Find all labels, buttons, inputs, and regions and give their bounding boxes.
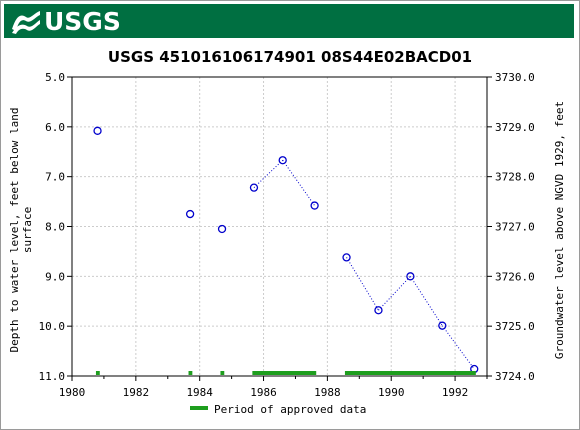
approved-period-bar [252, 371, 317, 375]
y-left-tick-label: 8.0 [45, 221, 65, 234]
y-left-tick-label: 5.0 [45, 71, 65, 84]
plot-area: 1980 1982 1984 1986 1988 1990 1992 5.0 6.0 7.0 8.0… [39, 71, 535, 399]
data-point [217, 224, 227, 234]
legend-label: Period of approved data [214, 403, 366, 416]
data-point [374, 306, 383, 315]
usgs-banner: USGS [4, 4, 574, 38]
x-tick-label: 1984 [186, 386, 213, 399]
usgs-logo[interactable]: USGS [10, 6, 121, 36]
chart-title: USGS 451016106174901 08S44E02BACD01 [108, 48, 472, 66]
legend-swatch [190, 406, 208, 410]
y-left-tick-label: 7.0 [45, 171, 65, 184]
y-left-axis-label-line1: Depth to water level, feet below land [8, 107, 21, 352]
approved-period-bar [344, 371, 476, 375]
data-point [310, 201, 319, 210]
series-line-segment [253, 159, 284, 188]
approved-period-bar [188, 371, 193, 375]
y-left-tick-label: 10.0 [39, 320, 66, 333]
usgs-logo-text: USGS [44, 6, 121, 36]
y-left-tick-label: 6.0 [45, 121, 65, 134]
data-point [406, 272, 415, 281]
y-left-tick-label: 9.0 [45, 270, 65, 283]
data-point [93, 126, 102, 135]
data-point [278, 156, 287, 165]
data-point [185, 209, 195, 219]
series-line-segment [282, 159, 316, 206]
approved-period-bar [220, 371, 225, 375]
usgs-wave-icon [12, 11, 40, 34]
x-tick-label: 1986 [250, 386, 277, 399]
y-right-tick-label: 3727.0 [495, 221, 535, 234]
series-line-segment [346, 257, 379, 311]
x-tick-label: 1982 [123, 386, 150, 399]
series-line-segment [409, 276, 443, 326]
y-right-tick-label: 3729.0 [495, 121, 535, 134]
data-point [438, 321, 447, 330]
y-right-tick-label: 3724.0 [495, 370, 535, 383]
x-tick-label: 1992 [442, 386, 469, 399]
y-left-axis-label-line2: surface [21, 207, 34, 253]
x-tick-label: 1980 [59, 386, 86, 399]
y-right-tick-label: 3730.0 [495, 71, 535, 84]
legend: Period of approved data [190, 403, 366, 416]
y-right-axis-label: Groundwater level above NGVD 1929, feet [553, 101, 566, 359]
y-right-tick-label: 3725.0 [495, 320, 535, 333]
x-tick-label: 1988 [314, 386, 341, 399]
approved-period-bar [95, 371, 100, 375]
data-point [342, 253, 351, 262]
y-right-tick-label: 3726.0 [495, 270, 535, 283]
data-point [249, 183, 259, 192]
y-right-tick-label: 3728.0 [495, 171, 535, 184]
x-tick-label: 1990 [378, 386, 405, 399]
y-left-tick-label: 11.0 [39, 370, 66, 383]
